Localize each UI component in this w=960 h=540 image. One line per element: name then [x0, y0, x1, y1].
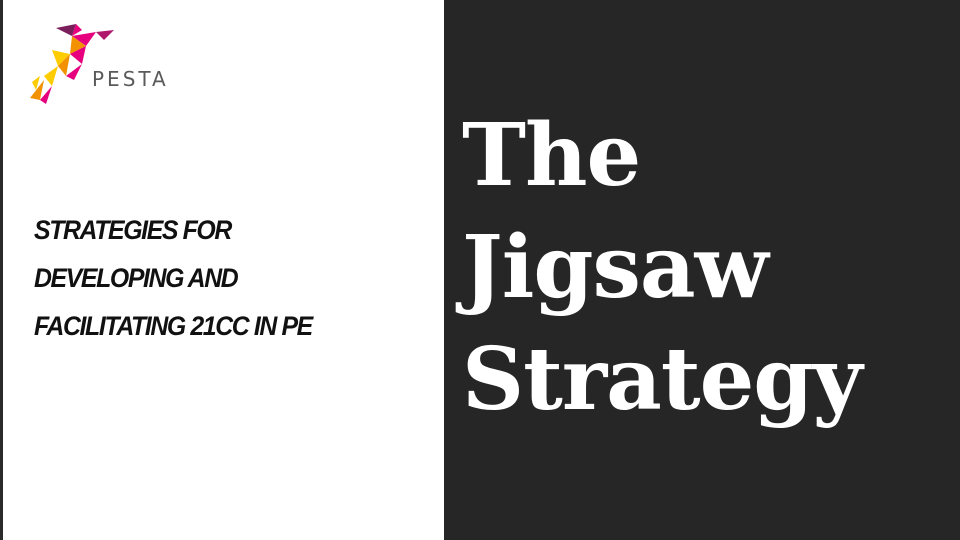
right-panel [444, 0, 960, 540]
subtitle-line: STRATEGIES FOR [34, 215, 232, 245]
title-line: Strategy [462, 329, 862, 430]
subtitle-line: FACILITATING 21CC IN PE [34, 311, 313, 341]
slide-title: The Jigsaw Strategy [462, 100, 952, 436]
title-line: The [462, 105, 641, 206]
runner-logo-icon [30, 24, 114, 104]
left-panel: PESTA STRATEGIES FOR DEVELOPING AND FACI… [0, 0, 444, 540]
logo-text: PESTA [92, 67, 169, 91]
left-border [0, 0, 3, 540]
subtitle: STRATEGIES FOR DEVELOPING AND FACILITATI… [34, 206, 402, 350]
pesta-logo: PESTA [26, 20, 186, 110]
subtitle-line: DEVELOPING AND [34, 263, 239, 293]
title-line: Jigsaw [462, 217, 769, 318]
